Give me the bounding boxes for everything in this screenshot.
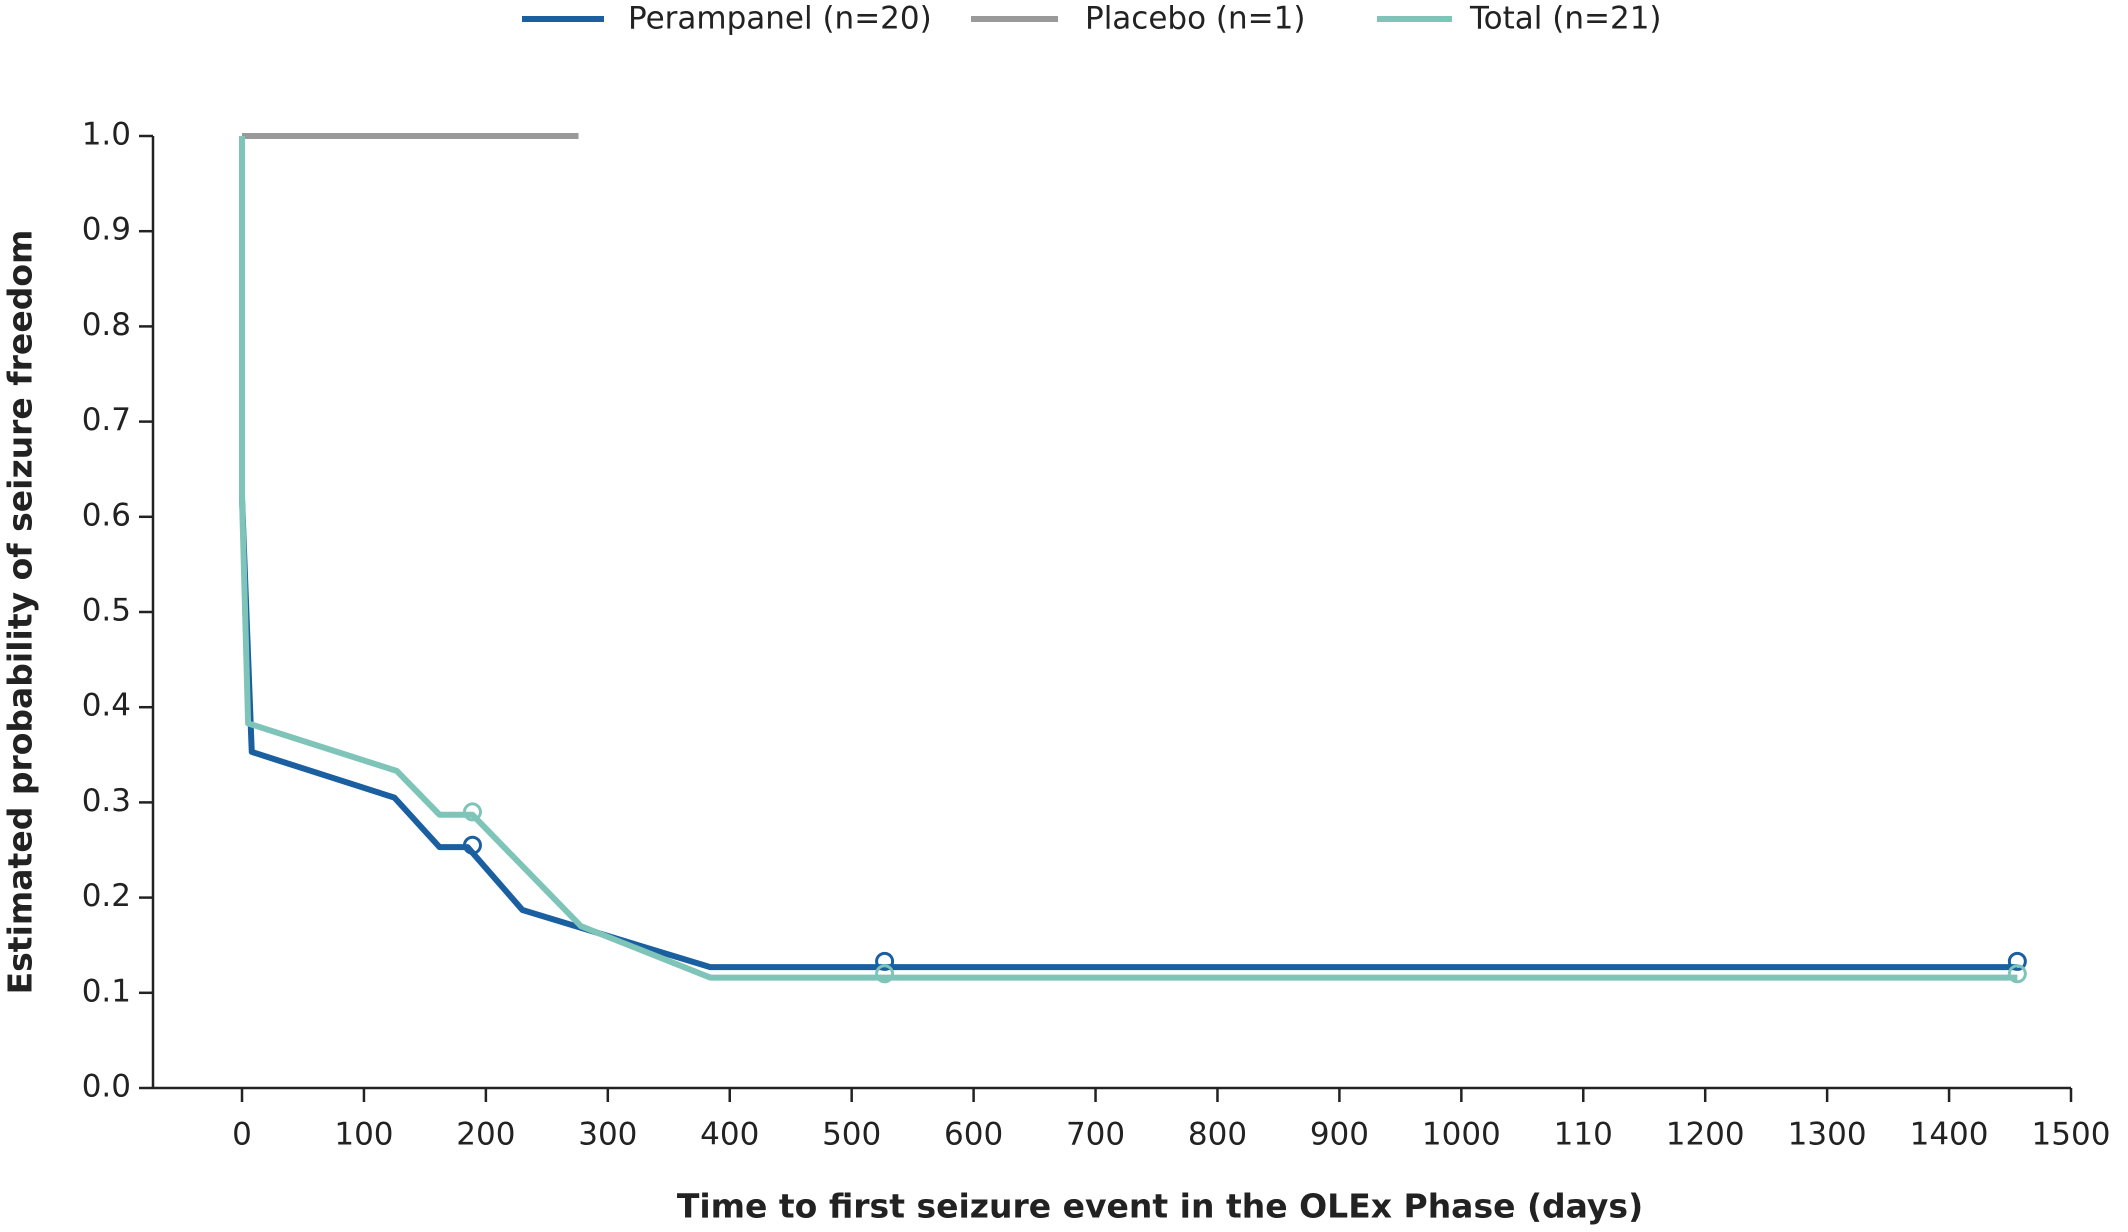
x-tick-label: 1200 [1666,1117,1745,1153]
legend-label: Placebo (n=1) [1085,1,1305,37]
censor-mark [2007,964,2027,984]
x-tick-label: 700 [1066,1117,1125,1153]
x-axis-title: Time to first seizure event in the OLEx … [677,1187,1643,1226]
x-tick-label: 0 [232,1117,252,1153]
censor-mark [875,964,895,984]
x-tick-label: 900 [1310,1117,1369,1153]
censor-mark [2007,951,2027,971]
x-tick-label: 500 [822,1117,881,1153]
x-tick-label: 110 [1554,1117,1613,1153]
x-tick-label: 1500 [2032,1117,2111,1153]
y-tick-label: 0.3 [82,783,131,819]
y-tick-label: 0.5 [82,593,131,629]
censor-mark [462,802,482,822]
x-tick-label: 300 [578,1117,637,1153]
y-tick-label: 0.0 [82,1069,131,1105]
x-tick-label: 600 [944,1117,1003,1153]
x-tick-label: 1000 [1422,1117,1501,1153]
y-tick-label: 0.2 [82,878,131,914]
series-line [239,136,2018,971]
y-tick-label: 0.7 [82,402,131,438]
legend-label: Total (n=21) [1469,1,1662,37]
y-tick-label: 0.1 [82,973,131,1009]
y-tick-label: 0.8 [82,307,131,343]
censor-mark [875,951,895,971]
legend-label: Perampanel (n=20) [628,1,932,37]
x-tick-label: 200 [456,1117,515,1153]
censor-mark [462,835,482,855]
y-tick-label: 0.9 [82,212,131,248]
series-line [239,136,2018,981]
y-axis-title: Estimated probability of seizure freedom [1,230,40,995]
x-tick-label: 1400 [1910,1117,1989,1153]
x-tick-label: 100 [334,1117,393,1153]
x-tick-label: 400 [700,1117,759,1153]
y-tick-label: 0.6 [82,497,131,533]
y-tick-label: 0.4 [82,688,131,724]
y-tick-label: 1.0 [82,117,131,153]
x-tick-label: 1300 [1788,1117,1867,1153]
x-tick-label: 800 [1188,1117,1247,1153]
